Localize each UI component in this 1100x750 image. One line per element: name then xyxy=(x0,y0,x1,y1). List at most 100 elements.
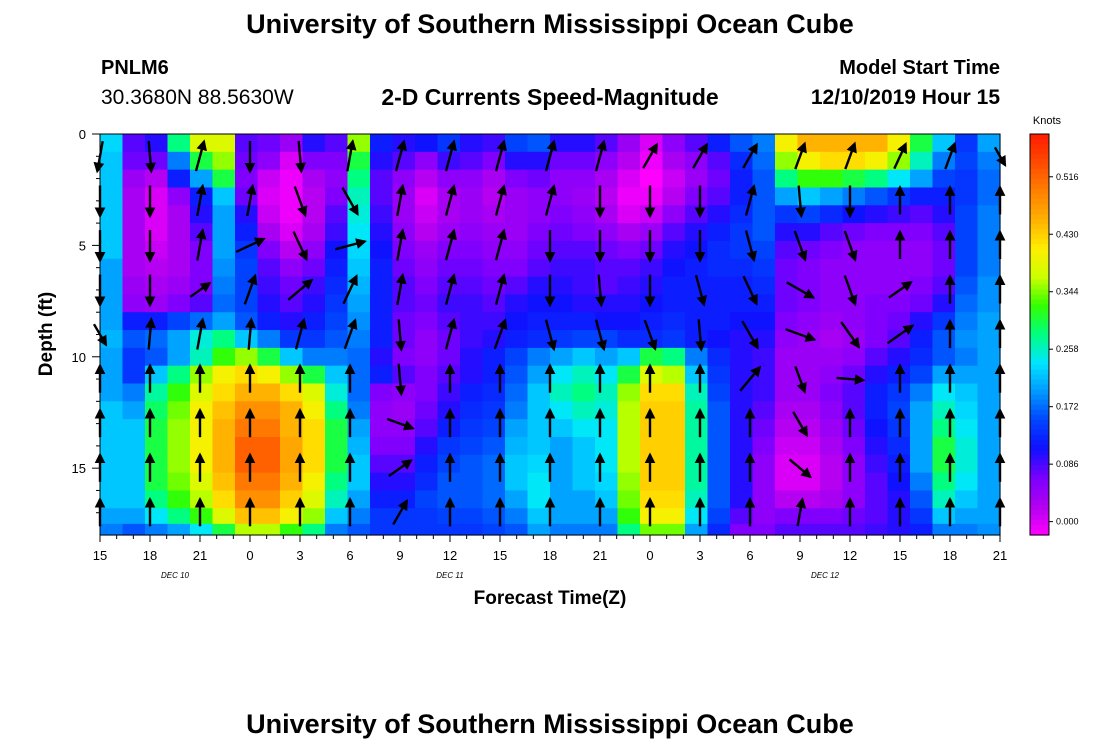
colorbar-segment xyxy=(1030,239,1049,245)
heatmap-cell xyxy=(280,436,304,456)
heatmap-cell xyxy=(212,258,236,278)
heatmap-cell xyxy=(392,187,416,206)
heatmap-cell xyxy=(460,365,484,385)
colorbar-segment xyxy=(1030,339,1049,346)
heatmap-cell xyxy=(370,276,394,295)
heatmap-cell xyxy=(325,401,349,420)
heatmap-cell xyxy=(122,472,146,492)
heatmap-cell xyxy=(707,151,731,171)
heatmap-cell xyxy=(505,240,529,260)
heatmap-cell xyxy=(797,134,821,153)
heatmap-cell xyxy=(325,454,349,474)
heatmap-cell xyxy=(167,187,191,206)
heatmap-cell xyxy=(775,151,799,171)
heatmap-cell xyxy=(145,419,169,438)
model-start-label: Model Start Time xyxy=(839,57,1000,79)
heatmap-cell xyxy=(100,490,124,509)
heatmap-cell xyxy=(302,523,326,536)
heatmap-cell xyxy=(640,383,664,402)
heatmap-cell xyxy=(707,223,731,242)
heatmap-cell xyxy=(100,347,124,367)
current-vector-arrow xyxy=(444,273,457,306)
heatmap-cell xyxy=(460,312,484,331)
heatmap-cell xyxy=(437,258,461,278)
heatmap-cell xyxy=(100,240,124,260)
current-vector-arrow xyxy=(739,365,762,392)
heatmap-cell xyxy=(842,472,866,492)
heatmap-cell xyxy=(302,454,326,474)
heatmap-cell xyxy=(617,169,641,189)
heatmap-cell xyxy=(325,330,349,349)
heatmap-cell xyxy=(662,169,686,189)
heatmap-cell xyxy=(932,294,956,313)
heatmap-cell xyxy=(167,240,191,260)
heatmap-cell xyxy=(325,490,349,509)
heatmap-cell xyxy=(932,169,956,189)
y-tick-label: 0 xyxy=(79,127,86,142)
heatmap-cell xyxy=(820,508,844,525)
heatmap-cell xyxy=(662,276,686,295)
heatmap-cell xyxy=(212,312,236,331)
colorbar-segment xyxy=(1030,454,1049,461)
colorbar-segment xyxy=(1030,364,1049,371)
heatmap-cell xyxy=(460,472,484,492)
heatmap-cell xyxy=(280,276,304,295)
heatmap-cell xyxy=(572,258,596,278)
page-title: University of Southern Mississippi Ocean… xyxy=(246,9,854,39)
heatmap-cell xyxy=(572,205,596,224)
heatmap-cell xyxy=(167,523,191,536)
heatmap-cell xyxy=(167,508,191,525)
colorbar-segment xyxy=(1030,449,1049,456)
heatmap-cell xyxy=(955,169,979,189)
colorbar-segment xyxy=(1030,404,1049,411)
heatmap-cell xyxy=(595,508,619,525)
heatmap-cell xyxy=(415,383,439,402)
heatmap-cell xyxy=(257,205,281,224)
heatmap-cell xyxy=(145,523,169,536)
colorbar-segment xyxy=(1030,514,1049,521)
heatmap-cell xyxy=(595,383,619,402)
heatmap-cell xyxy=(910,258,934,278)
heatmap-cell xyxy=(122,454,146,474)
colorbar-segment xyxy=(1030,494,1049,501)
heatmap-cell xyxy=(910,240,934,260)
heatmap-cell xyxy=(617,187,641,206)
heatmap-cell xyxy=(302,472,326,492)
heatmap-cell xyxy=(167,347,191,367)
heatmap-cell xyxy=(482,205,506,224)
colorbar-segment xyxy=(1030,444,1049,451)
heatmap-cell xyxy=(302,365,326,385)
heatmap-cell xyxy=(865,205,889,224)
heatmap-cell xyxy=(910,151,934,171)
heatmap-cell xyxy=(167,258,191,278)
heatmap-cell xyxy=(212,223,236,242)
heatmap-cell xyxy=(640,240,664,260)
heatmap-cell xyxy=(302,223,326,242)
heatmap-cell xyxy=(932,312,956,331)
heatmap-cell xyxy=(460,383,484,402)
heatmap-cell xyxy=(707,240,731,260)
heatmap-cell xyxy=(842,134,866,153)
heatmap-cell xyxy=(437,472,461,492)
station-coordinates: 30.3680N 88.5630W xyxy=(101,86,294,109)
current-vector-arrow xyxy=(444,139,457,172)
heatmap-cell xyxy=(392,223,416,242)
heatmap-cell xyxy=(190,419,214,438)
heatmap-cell xyxy=(347,223,371,242)
heatmap-cell xyxy=(302,419,326,438)
colorbar-segment xyxy=(1030,139,1049,145)
heatmap-cell xyxy=(752,151,776,171)
heatmap-cell xyxy=(662,383,686,402)
heatmap-cell xyxy=(685,276,709,295)
heatmap-cell xyxy=(550,401,574,420)
heatmap-cell xyxy=(167,294,191,313)
heatmap-cell xyxy=(640,187,664,206)
heatmap-cell xyxy=(392,294,416,313)
colorbar-segment xyxy=(1030,189,1049,195)
heatmap-cell xyxy=(775,523,799,536)
heatmap-cell xyxy=(257,508,281,525)
heatmap-cell xyxy=(257,523,281,536)
heatmap-cell xyxy=(865,523,889,536)
heatmap-cell xyxy=(707,205,731,224)
heatmap-cell xyxy=(167,169,191,189)
